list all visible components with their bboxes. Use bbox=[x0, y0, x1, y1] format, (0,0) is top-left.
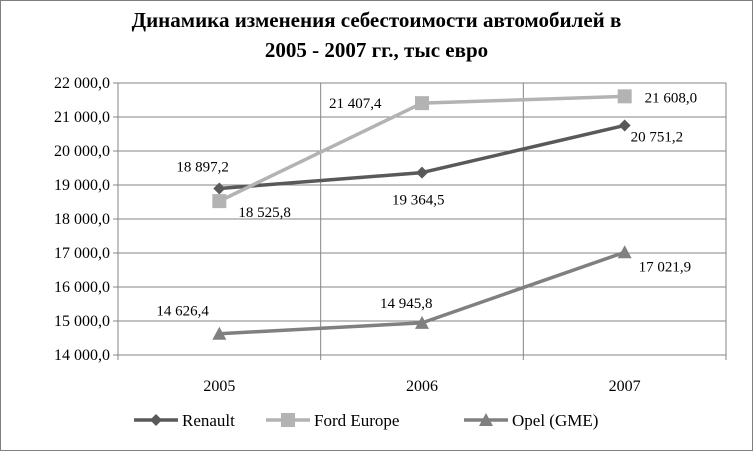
x-tick-label: 2005 bbox=[203, 378, 235, 395]
y-tick-label: 21 000,0 bbox=[54, 109, 110, 126]
legend-label-ford-europe: Ford Europe bbox=[314, 411, 399, 430]
y-tick-label: 18 000,0 bbox=[54, 211, 110, 228]
data-point-opel-gme bbox=[617, 245, 632, 259]
chart-title-line-2: 2005 - 2007 гг., тыс евро bbox=[264, 38, 489, 62]
data-point-opel-gme bbox=[415, 315, 429, 329]
series-line-renault bbox=[219, 123, 626, 191]
legend-marker-ford-europe bbox=[281, 413, 295, 427]
data-point-ford-europe bbox=[212, 194, 227, 209]
data-label-opel-gme: 17 021,9 bbox=[639, 259, 692, 275]
legend-label-opel-gme: Opel (GME) bbox=[512, 411, 598, 430]
legend-marker-renault bbox=[150, 414, 162, 426]
legend-label-renault: Renault bbox=[182, 411, 235, 430]
data-label-renault: 18 897,2 bbox=[176, 159, 229, 175]
y-tick-label: 14 000,0 bbox=[54, 347, 110, 364]
x-tick-label: 2006 bbox=[406, 378, 438, 395]
y-tick-label: 22 000,0 bbox=[54, 75, 110, 92]
y-tick-label: 17 000,0 bbox=[54, 245, 110, 262]
data-point-ford-europe bbox=[617, 89, 632, 104]
y-tick-label: 20 000,0 bbox=[54, 143, 110, 160]
legend-marker-opel-gme bbox=[479, 413, 493, 426]
data-label-ford-europe: 21 608,0 bbox=[645, 90, 698, 106]
data-point-ford-europe bbox=[415, 96, 429, 111]
chart-title-line-1: Динамика изменения себестоимости автомоб… bbox=[131, 8, 622, 32]
data-label-renault: 19 364,5 bbox=[392, 193, 445, 209]
data-point-opel-gme bbox=[212, 326, 227, 340]
data-point-renault bbox=[416, 166, 428, 179]
y-tick-label: 16 000,0 bbox=[54, 279, 110, 296]
data-label-renault: 20 751,2 bbox=[631, 129, 684, 145]
data-label-ford-europe: 18 525,8 bbox=[238, 205, 290, 221]
x-tick-label: 2007 bbox=[609, 378, 641, 395]
chart-title: Динамика изменения себестоимости автомоб… bbox=[1, 5, 752, 65]
y-tick-label: 15 000,0 bbox=[54, 313, 110, 330]
data-point-renault bbox=[213, 182, 226, 195]
data-point-renault bbox=[618, 119, 631, 132]
data-label-ford-europe: 21 407,4 bbox=[329, 96, 382, 112]
y-tick-label: 19 000,0 bbox=[54, 177, 110, 194]
data-label-opel-gme: 14 626,4 bbox=[156, 304, 209, 320]
data-label-opel-gme: 14 945,8 bbox=[380, 296, 433, 312]
